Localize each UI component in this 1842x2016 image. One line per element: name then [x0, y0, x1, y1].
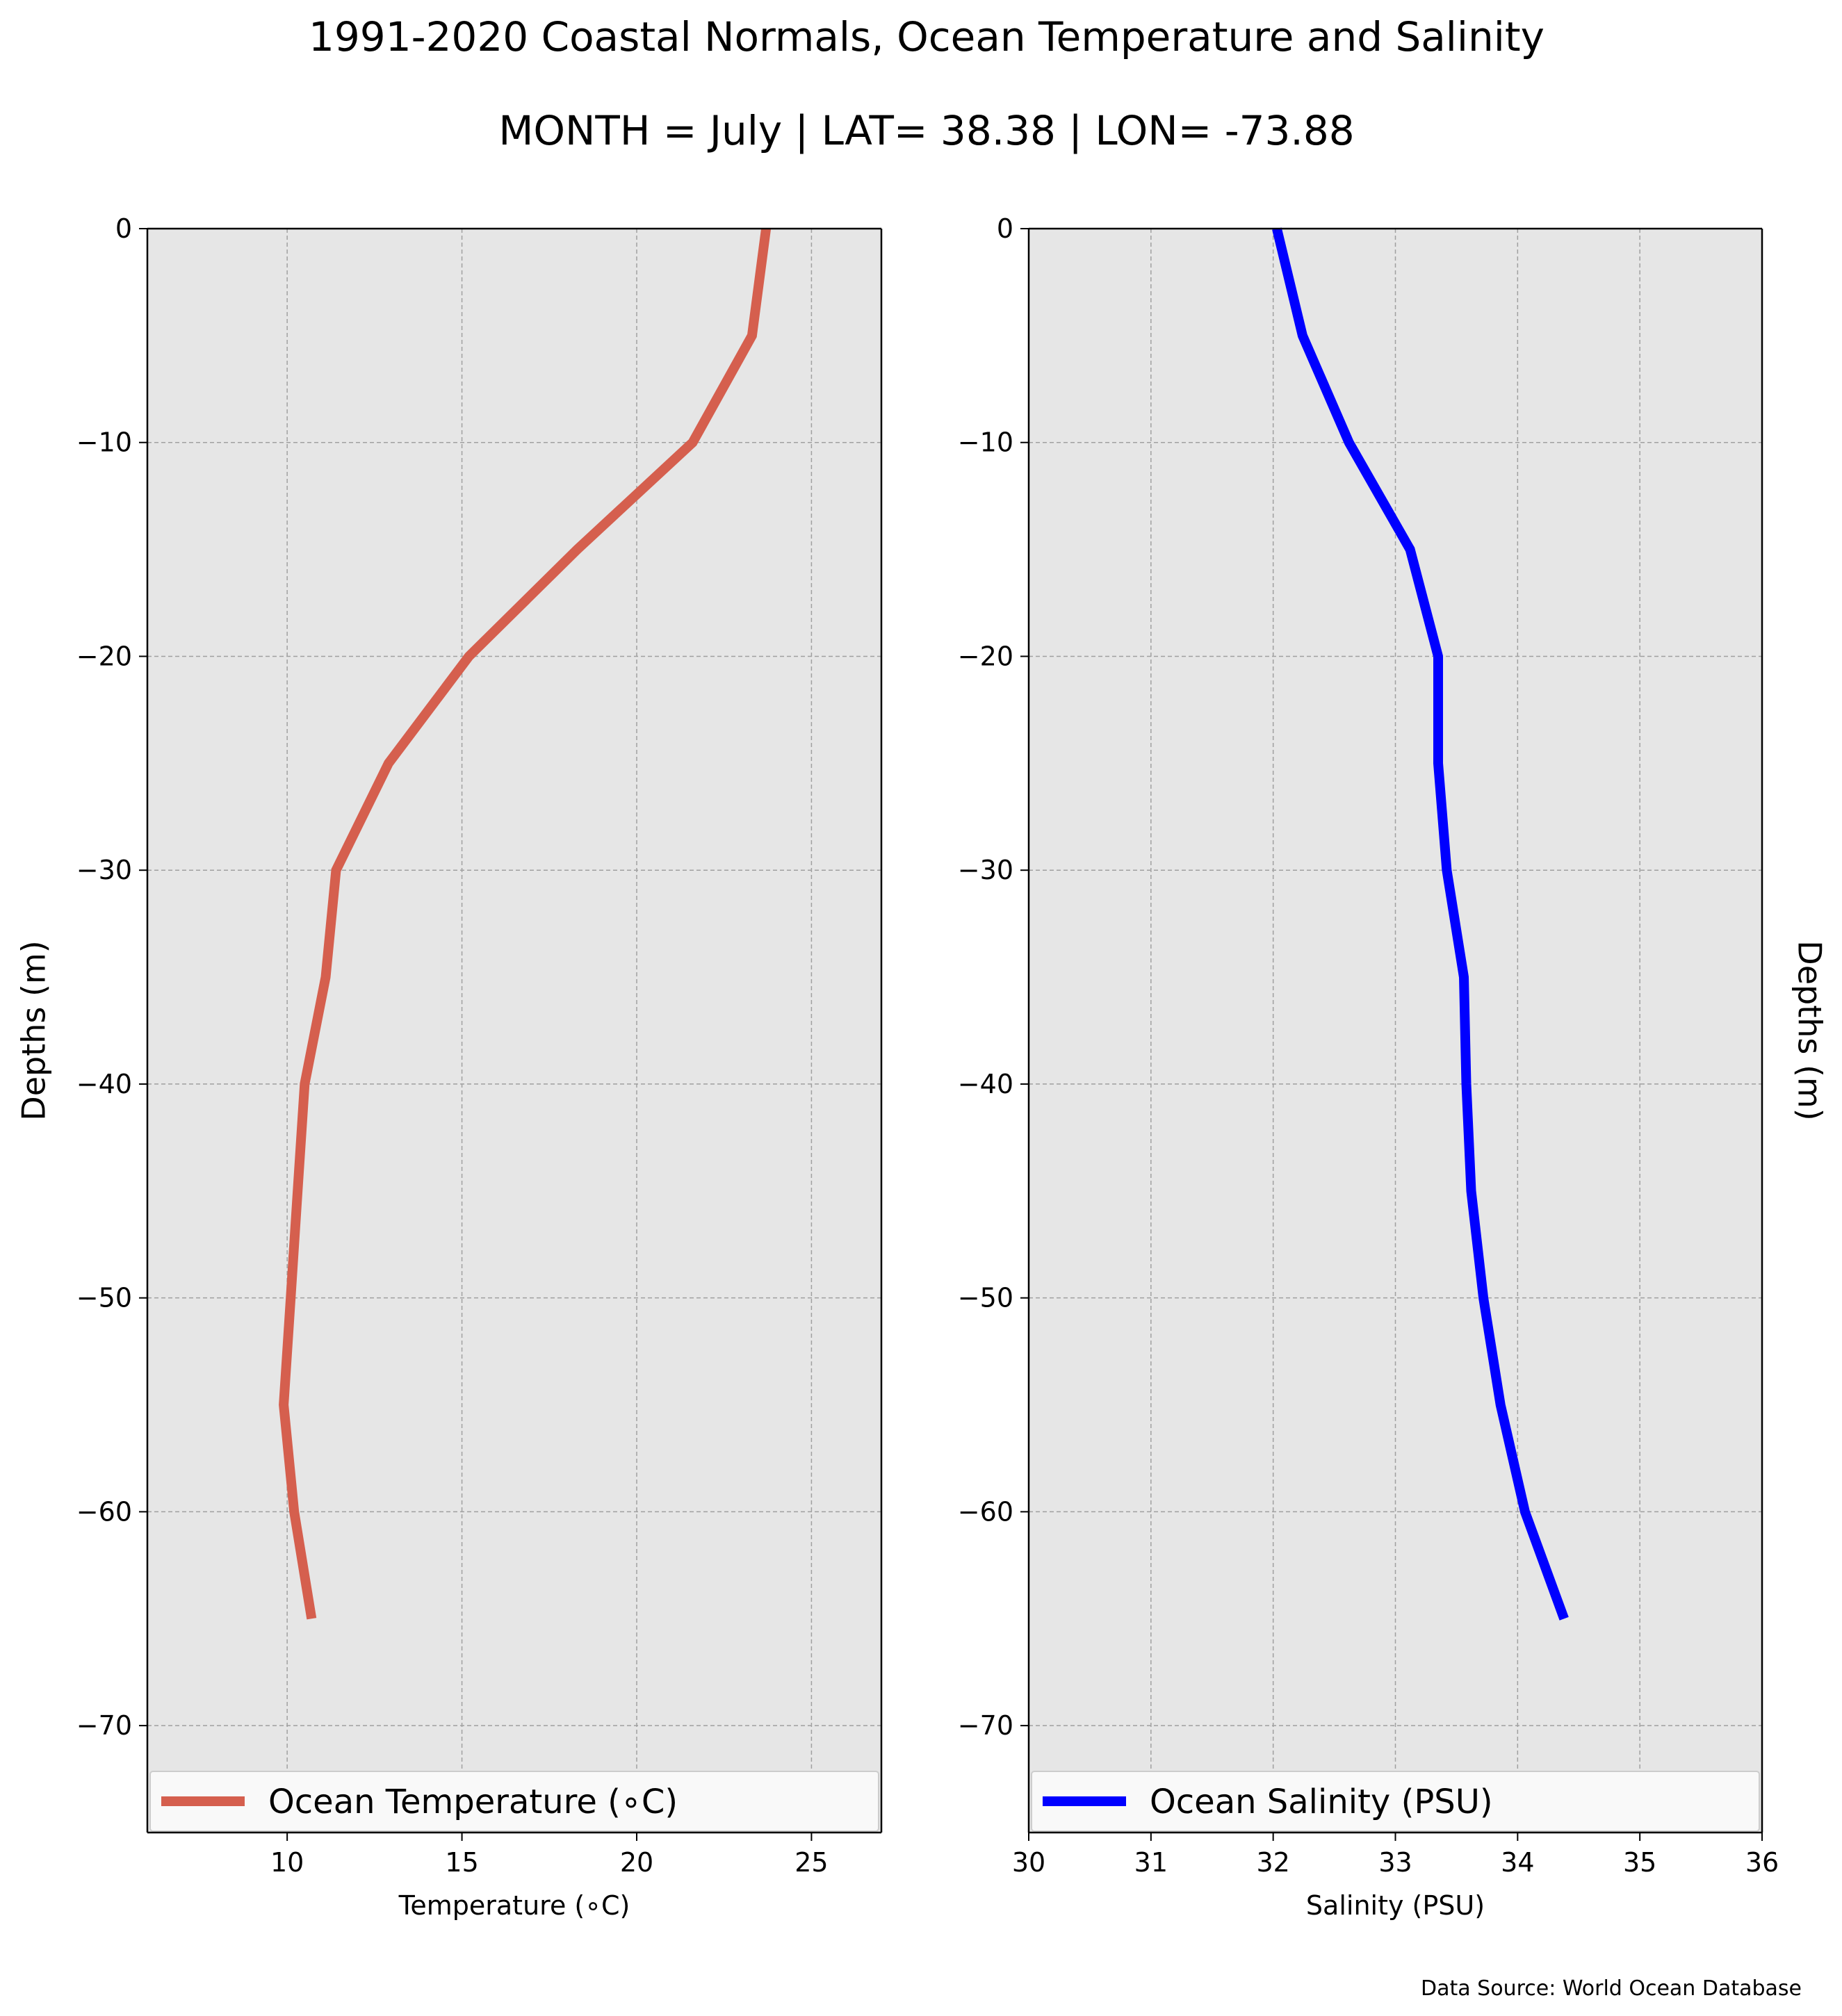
y-tick-label: −30: [76, 855, 132, 885]
legend-box: [149, 1771, 879, 1832]
chart-subtitle: MONTH = July | LAT= 38.38 | LON= -73.88: [498, 107, 1354, 154]
data-source-note: Data Source: World Ocean Database: [1421, 1976, 1802, 2001]
y-tick-label: −50: [76, 1283, 132, 1313]
x-tick-label: 32: [1256, 1847, 1289, 1878]
x-tick-label: 30: [1012, 1847, 1045, 1878]
temperature-panel: Ocean Temperature (∘C) 10 15 20 25 0 −10 −20 −30…: [15, 213, 883, 1921]
x-tick-label: 34: [1501, 1847, 1534, 1878]
y-tick-label: −40: [76, 1069, 132, 1099]
y-tick-label: −70: [958, 1710, 1013, 1741]
x-tick-label: 10: [270, 1847, 304, 1878]
x-axis-label: Salinity (PSU): [1306, 1890, 1485, 1921]
x-tick-label: 31: [1134, 1847, 1168, 1878]
x-axis-label: Temperature (∘C): [398, 1890, 630, 1921]
y-tick-label: −50: [958, 1283, 1013, 1313]
y-tick-label: −10: [76, 427, 132, 458]
x-tick-label: 25: [794, 1847, 828, 1878]
y-tick-label: −20: [958, 641, 1013, 671]
y-tick-label: −60: [76, 1496, 132, 1527]
y-tick-label: −40: [958, 1069, 1013, 1099]
x-tick-label: 36: [1745, 1847, 1779, 1878]
salinity-panel: Ocean Salinity (PSU) 30 31 32 33 34 35 36 0 −10 −2…: [958, 213, 1829, 1921]
y-axis-label: Depths (m): [15, 940, 53, 1120]
y-tick-label: −20: [76, 641, 132, 671]
y-axis-label: Depths (m): [1791, 940, 1829, 1120]
y-tick-label: −10: [958, 427, 1013, 458]
y-tick-label: 0: [997, 213, 1013, 244]
plot-area: [147, 229, 881, 1833]
legend-label: Ocean Salinity (PSU): [1150, 1783, 1493, 1821]
legend-label: Ocean Temperature (∘C): [268, 1783, 678, 1821]
temperature-line: [279, 228, 772, 1620]
x-tick-label: 20: [620, 1847, 653, 1878]
chart-title: 1991-2020 Coastal Normals, Ocean Tempera…: [309, 13, 1544, 60]
x-tick-label: 35: [1623, 1847, 1656, 1878]
x-tick-label: 33: [1378, 1847, 1412, 1878]
legend-box: [1031, 1771, 1760, 1832]
y-tick-label: −60: [958, 1496, 1013, 1527]
salinity-line: [1272, 227, 1569, 1621]
y-tick-label: −70: [76, 1710, 132, 1741]
y-tick-label: 0: [115, 213, 132, 244]
x-tick-label: 15: [445, 1847, 478, 1878]
y-tick-label: −30: [958, 855, 1013, 885]
